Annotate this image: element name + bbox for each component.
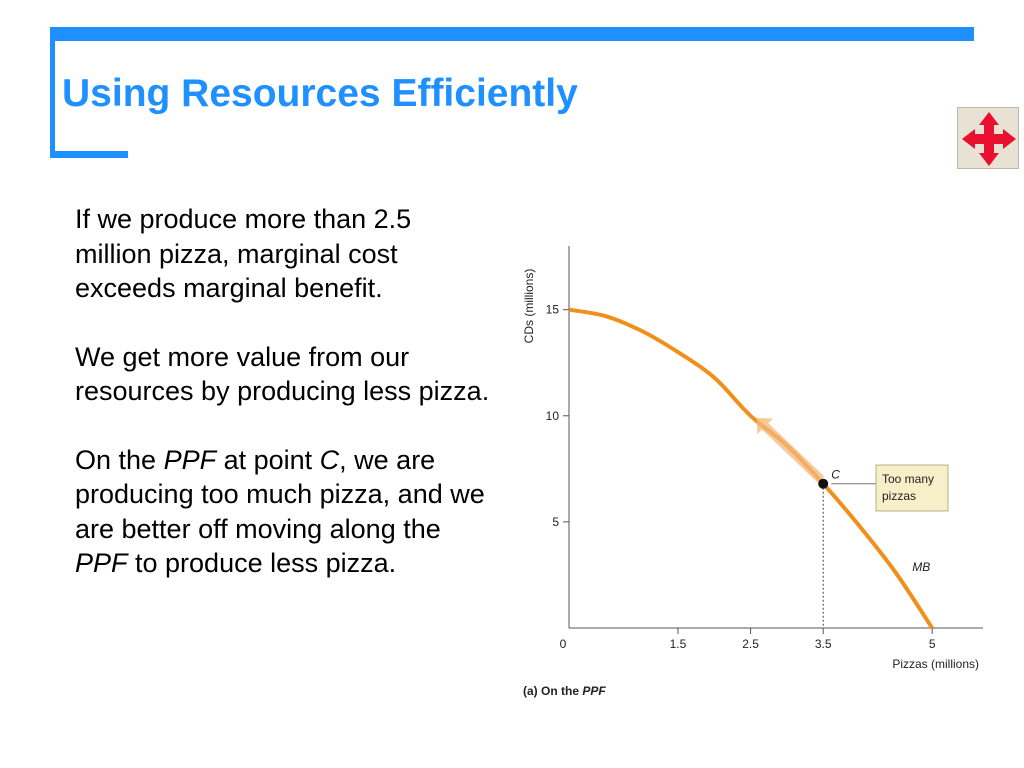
header-accent-bar (50, 27, 974, 41)
caption-ppf: PPF (582, 684, 606, 698)
left-accent-bar (50, 27, 55, 158)
caption-prefix: (a) On the (523, 684, 582, 698)
p3-text-1: On the (75, 444, 164, 475)
body-text: If we produce more than 2.5 million pizz… (75, 202, 495, 581)
point-c-label: C (831, 468, 840, 482)
slide-title: Using Resources Efficiently (62, 72, 578, 115)
y-tick-label-10: 10 (546, 409, 560, 423)
move-arrow-shaft (762, 423, 825, 483)
p3-text-2: at point (216, 444, 320, 475)
p3-text-4: to produce less pizza. (127, 548, 397, 579)
figure-caption: (a) On the PPF (523, 684, 606, 698)
paragraph-2: We get more value from our resources by … (75, 341, 490, 407)
series-label-0: MB (912, 560, 930, 574)
x-tick-label-0: 0 (560, 637, 567, 651)
callout-line-2: pizzas (882, 489, 916, 503)
x-tick-label-5: 5 (929, 637, 936, 651)
paragraph-1: If we produce more than 2.5 million pizz… (75, 204, 412, 304)
navigation-button[interactable] (957, 107, 1019, 169)
x-axis-title: Pizzas (millions) (892, 657, 979, 671)
left-accent-tick (50, 151, 128, 158)
p3-ppf-1: PPF (163, 444, 217, 475)
x-tick-label-1.5: 1.5 (670, 637, 687, 651)
x-tick-label-3.5: 3.5 (815, 637, 832, 651)
y-tick-label-5: 5 (552, 515, 559, 529)
x-tick-label-2.5: 2.5 (742, 637, 759, 651)
point-c-marker (818, 478, 829, 489)
callout-line-1: Too many (882, 472, 934, 486)
y-tick-label-15: 15 (546, 303, 560, 317)
ppf-chart: 5 10 15 0 1.5 2.5 3.5 5 Pizzas (millions) CDs (mi… (522, 246, 983, 698)
callout-box (875, 464, 949, 512)
move-arrow-head (756, 417, 773, 435)
y-axis-title: CDs (millions) (522, 269, 536, 344)
paragraph-3: On the PPF at point C, we are producing … (75, 443, 495, 581)
series-line-0 (568, 307, 934, 630)
p3-text-3: , we are producing too much pizza, and w… (75, 444, 485, 544)
p3-point: C (319, 444, 340, 475)
p3-ppf-2: PPF (75, 548, 128, 579)
four-way-arrow-icon (962, 112, 1016, 166)
